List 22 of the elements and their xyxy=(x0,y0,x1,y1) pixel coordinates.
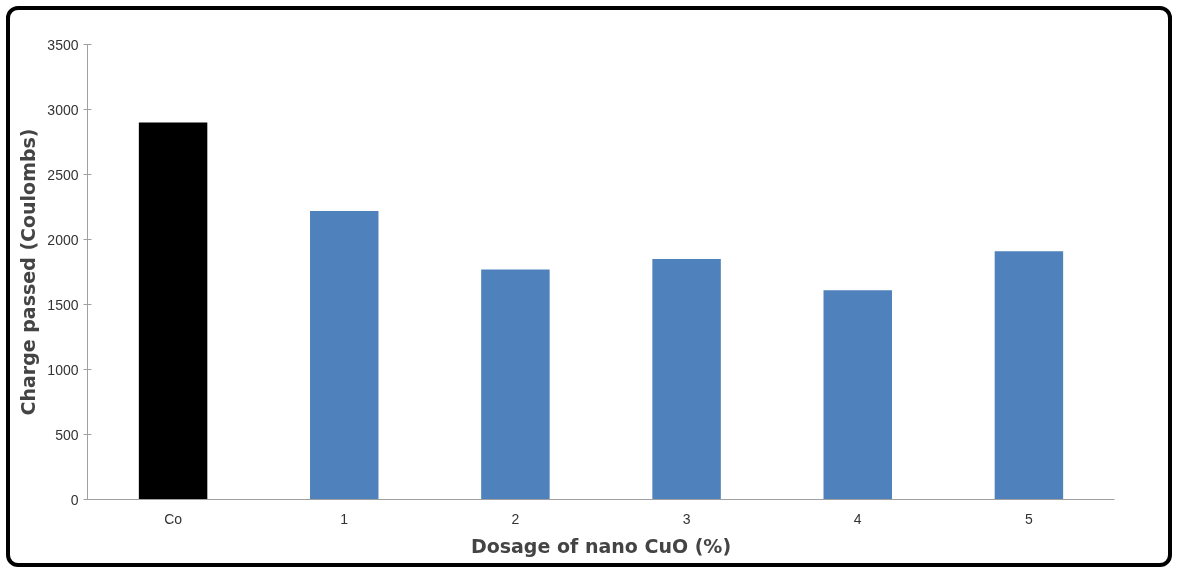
y-axis-title: Charge passed (Coulombs) xyxy=(17,128,40,416)
x-axis-title: Dosage of nano CuO (%) xyxy=(470,534,732,557)
bar xyxy=(823,290,892,500)
x-tick-label: Co xyxy=(164,510,183,527)
bar xyxy=(652,259,721,500)
y-tick-label: 2000 xyxy=(47,231,79,248)
y-tick-label: 3500 xyxy=(47,36,79,53)
bar xyxy=(994,251,1064,500)
x-tick-label: 4 xyxy=(853,510,862,527)
bar xyxy=(310,210,379,500)
y-tick-label: 3000 xyxy=(47,101,79,118)
x-tick-label: 2 xyxy=(511,510,520,527)
y-tick-label: 500 xyxy=(55,426,79,443)
x-tick-label: 3 xyxy=(682,510,691,527)
y-tick-label: 1500 xyxy=(47,296,79,313)
x-tick-label: 1 xyxy=(340,510,349,527)
y-tick-label: 1000 xyxy=(47,361,79,378)
y-tick-label: 0 xyxy=(70,491,79,508)
bar xyxy=(138,122,208,500)
bar xyxy=(481,269,550,500)
y-tick-label: 2500 xyxy=(47,166,79,183)
x-tick-label: 5 xyxy=(1025,510,1034,527)
